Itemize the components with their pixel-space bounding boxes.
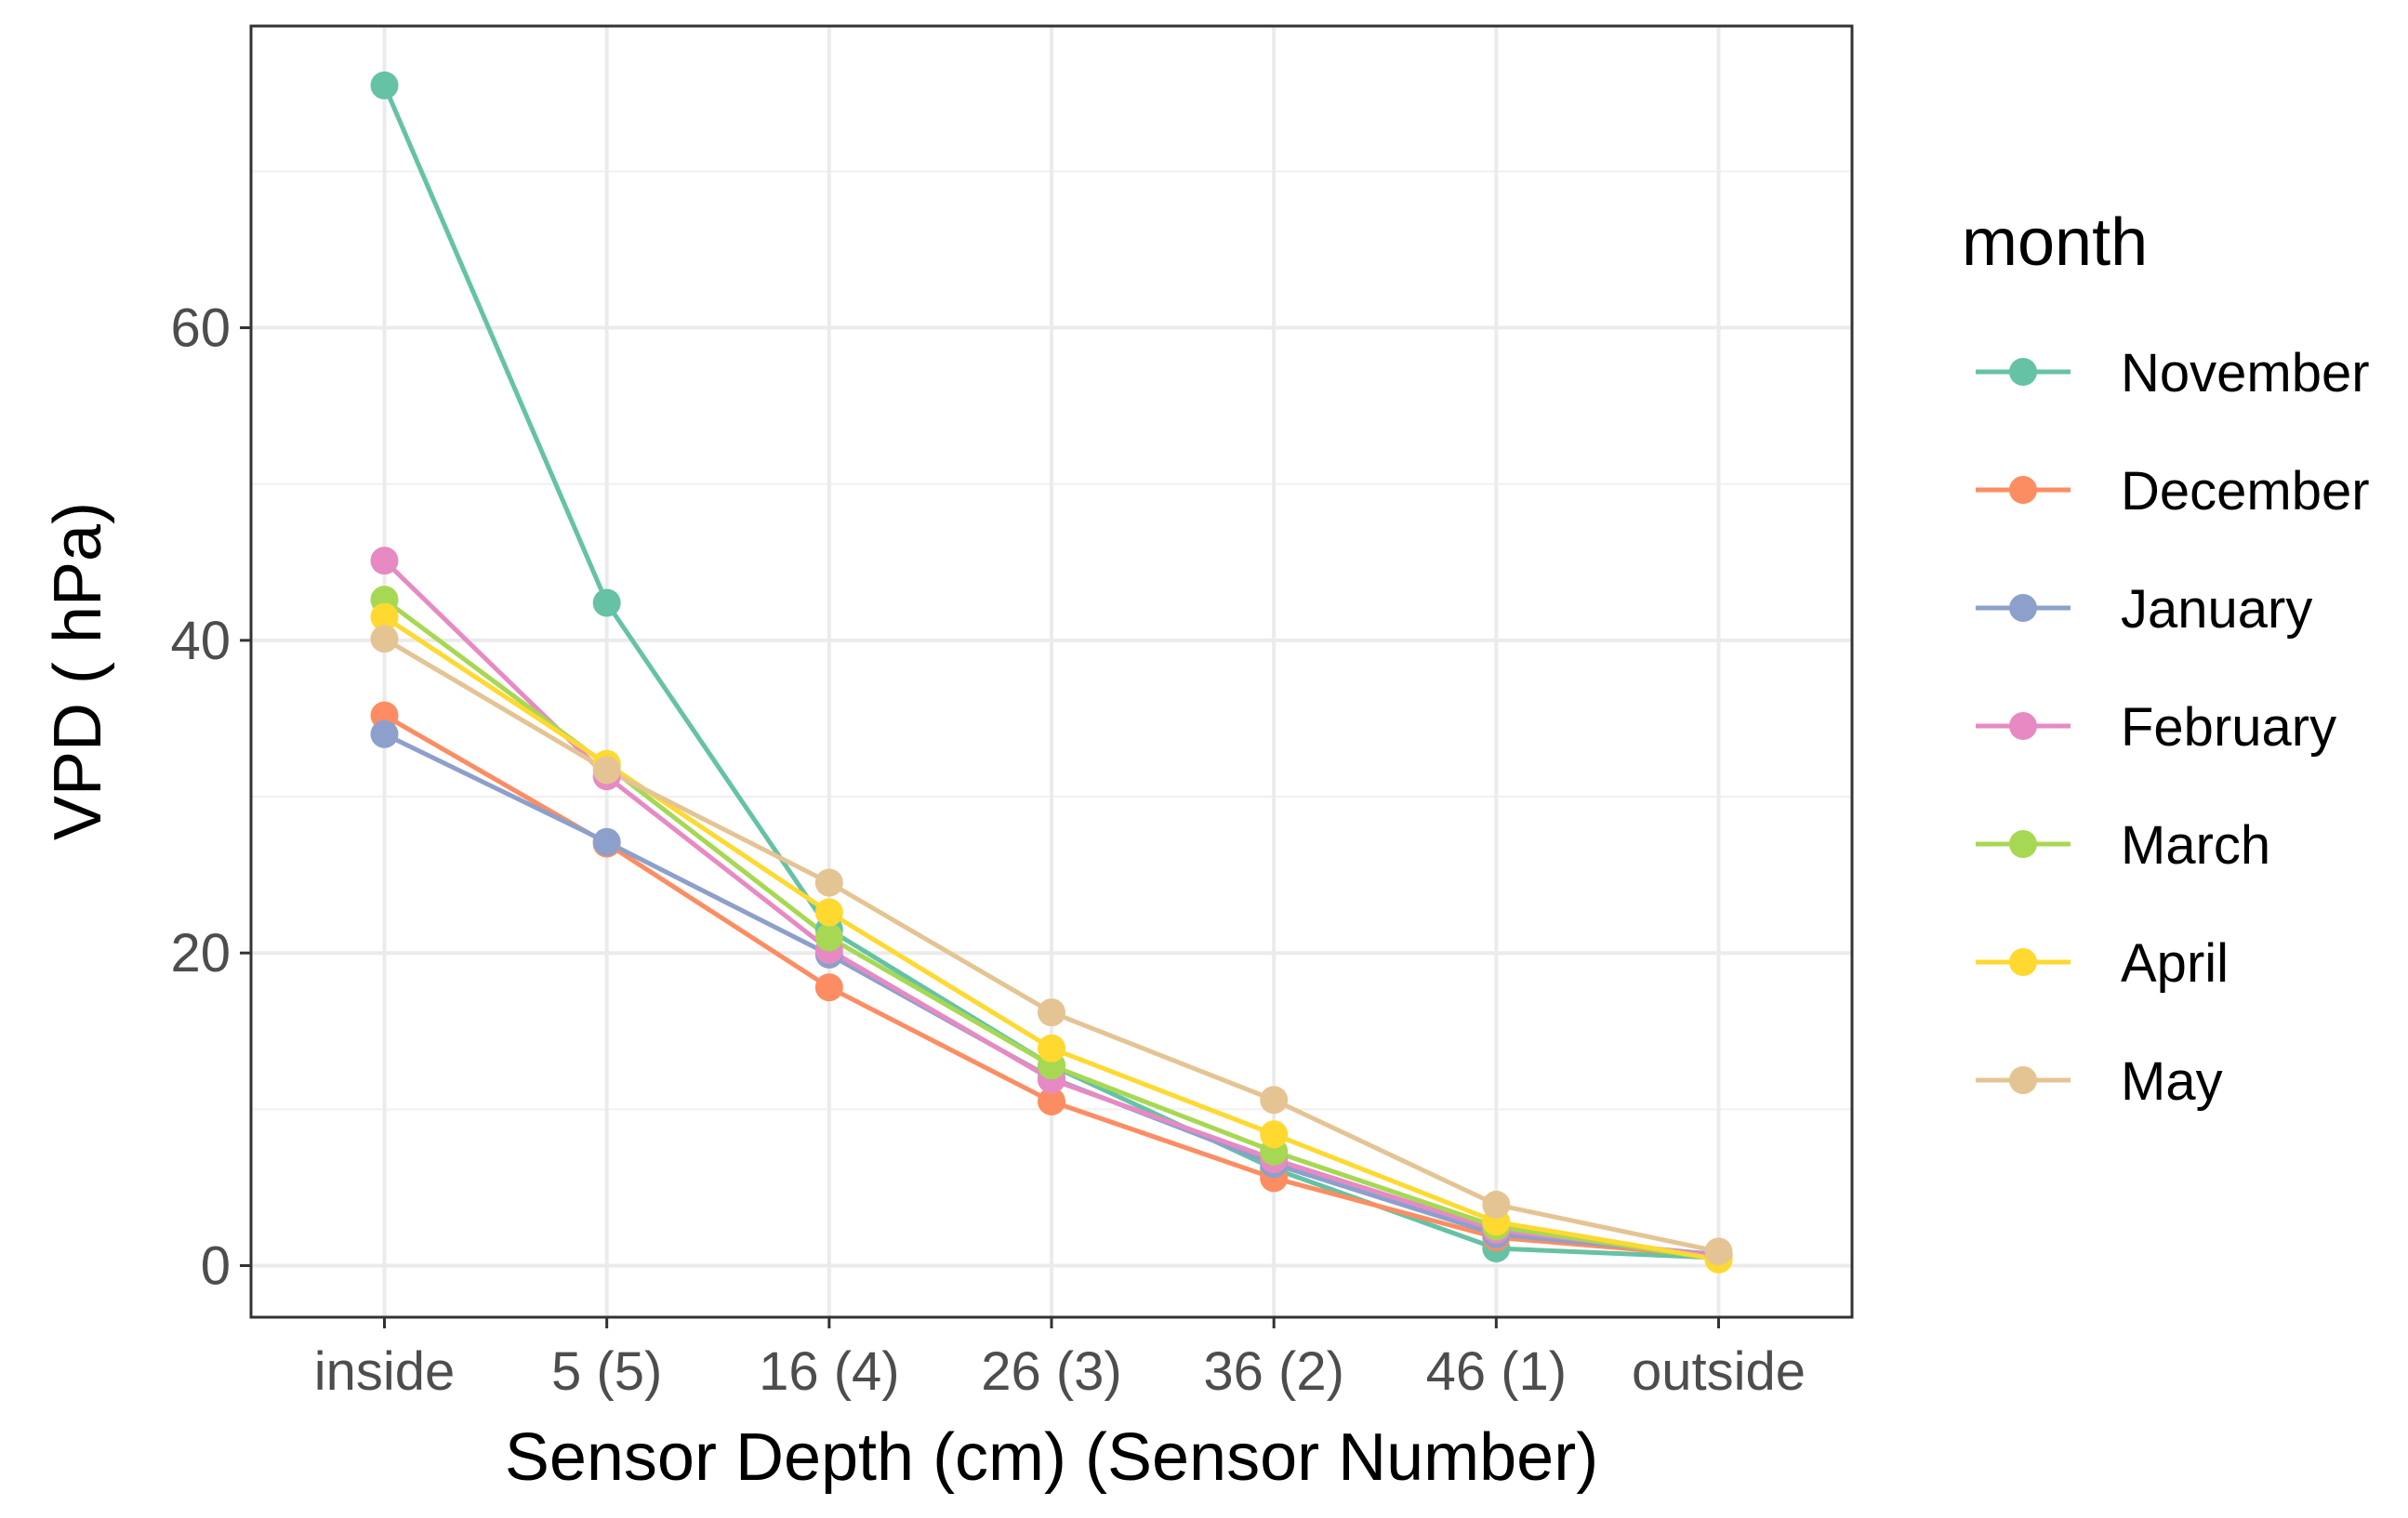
legend-label-december: December <box>2121 461 2370 521</box>
legend-label-march: March <box>2121 815 2270 876</box>
data-point-may <box>370 625 399 653</box>
grid-lines <box>251 26 1852 1317</box>
legend-label-april: April <box>2121 933 2229 994</box>
legend-label-november: November <box>2121 343 2370 403</box>
series-lines <box>370 71 1733 1274</box>
data-point-may <box>814 868 843 897</box>
data-point-january <box>370 719 399 748</box>
legend-label-may: May <box>2121 1051 2223 1112</box>
x-tick-label: 16 (4) <box>759 1341 900 1402</box>
data-point-november <box>370 71 399 99</box>
x-tick-label: 26 (3) <box>981 1341 1122 1402</box>
x-tick-label: outside <box>1632 1341 1806 1402</box>
legend-label-february: February <box>2121 697 2336 758</box>
legend-key-point <box>2009 358 2037 386</box>
legend-title: month <box>1962 205 2148 280</box>
legend-key-point <box>2009 830 2037 858</box>
data-point-may <box>1260 1086 1289 1115</box>
legend-key-point <box>2009 476 2037 504</box>
axes: 0 20 40 60 inside 5 (5) 16 (4) 26 (3) 36 (2) 46 (… <box>170 298 1806 1402</box>
x-axis-title: Sensor Depth (cm) (Sensor Number) <box>505 1420 1598 1495</box>
panel-border <box>249 24 1854 1319</box>
x-tick-label: 36 (2) <box>1203 1341 1344 1402</box>
data-point-february <box>370 547 399 575</box>
data-point-april <box>1038 1034 1065 1063</box>
legend-key-point <box>2009 1066 2037 1094</box>
data-point-january <box>592 827 621 856</box>
data-point-december <box>1038 1087 1065 1115</box>
y-tick-label: 60 <box>170 298 231 359</box>
data-point-april <box>370 602 399 631</box>
data-point-may <box>1482 1190 1511 1219</box>
x-tick-label: 5 (5) <box>551 1341 662 1402</box>
y-axis-title: VPD ( hPa) <box>41 502 115 840</box>
data-point-april <box>814 898 843 927</box>
legend-key-point <box>2009 594 2037 622</box>
y-tick-label: 0 <box>201 1236 231 1297</box>
legend-key-point <box>2009 948 2037 976</box>
y-tick-label: 20 <box>170 923 231 983</box>
y-tick-label: 40 <box>170 611 231 671</box>
data-point-may <box>1038 998 1065 1027</box>
data-point-december <box>814 973 843 1002</box>
data-point-march <box>814 923 843 952</box>
legend: month November December January February Marc… <box>1962 205 2370 1112</box>
legend-label-january: January <box>2121 579 2312 640</box>
data-point-april <box>1260 1120 1289 1149</box>
data-point-november <box>592 588 621 617</box>
legend-key-point <box>2009 712 2037 740</box>
data-point-may <box>1704 1237 1733 1266</box>
x-tick-label: 46 (1) <box>1426 1341 1568 1402</box>
data-point-may <box>592 756 621 785</box>
x-tick-label: inside <box>314 1341 456 1402</box>
